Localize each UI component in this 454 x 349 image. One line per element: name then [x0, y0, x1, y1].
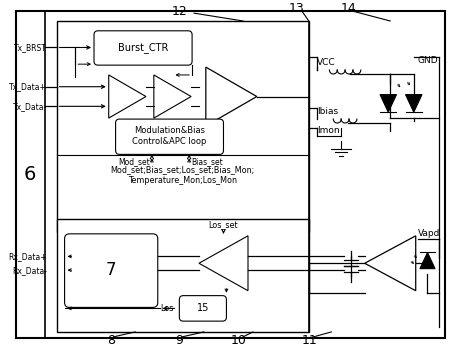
Text: Mod_set: Mod_set: [118, 157, 150, 166]
Text: Rx_Data-: Rx_Data-: [12, 266, 47, 275]
Text: Bias_set: Bias_set: [191, 157, 223, 166]
Text: Modulation&Bias: Modulation&Bias: [134, 126, 205, 135]
Text: Vapd: Vapd: [418, 229, 440, 238]
Text: Los: Los: [160, 304, 173, 313]
Text: Ibias: Ibias: [316, 107, 338, 116]
Polygon shape: [420, 252, 435, 269]
Text: VCC: VCC: [316, 58, 336, 67]
Bar: [57, 219, 309, 332]
FancyBboxPatch shape: [179, 296, 227, 321]
Text: Tx_BRST: Tx_BRST: [14, 43, 47, 52]
Text: 10: 10: [230, 334, 246, 347]
Polygon shape: [380, 95, 396, 112]
Bar: [57, 21, 309, 232]
Text: 7: 7: [105, 261, 116, 279]
Text: 13: 13: [289, 2, 305, 15]
Text: 11: 11: [302, 334, 318, 347]
Text: 9: 9: [175, 334, 183, 347]
Text: GND: GND: [418, 56, 438, 65]
Text: Imon: Imon: [316, 126, 339, 135]
FancyBboxPatch shape: [116, 119, 223, 154]
Polygon shape: [405, 95, 422, 112]
Text: Control&APC loop: Control&APC loop: [133, 137, 207, 146]
FancyBboxPatch shape: [64, 234, 158, 307]
Text: 8: 8: [107, 334, 115, 347]
FancyBboxPatch shape: [94, 31, 192, 65]
Text: Los_set: Los_set: [209, 221, 238, 230]
Text: 6: 6: [24, 164, 36, 184]
Text: Temperature_Mon;Los_Mon: Temperature_Mon;Los_Mon: [128, 176, 237, 185]
Text: Tx_Data-: Tx_Data-: [13, 102, 47, 111]
Text: Tx_Data+: Tx_Data+: [9, 82, 47, 91]
Text: 14: 14: [341, 2, 357, 15]
Text: Rx_Data+: Rx_Data+: [8, 252, 47, 261]
Text: 15: 15: [197, 303, 209, 313]
Text: 12: 12: [172, 5, 187, 18]
Text: Burst_CTR: Burst_CTR: [118, 42, 168, 53]
Text: Mod_set;Bias_set;Los_set;Bias_Mon;: Mod_set;Bias_set;Los_set;Bias_Mon;: [110, 165, 254, 174]
